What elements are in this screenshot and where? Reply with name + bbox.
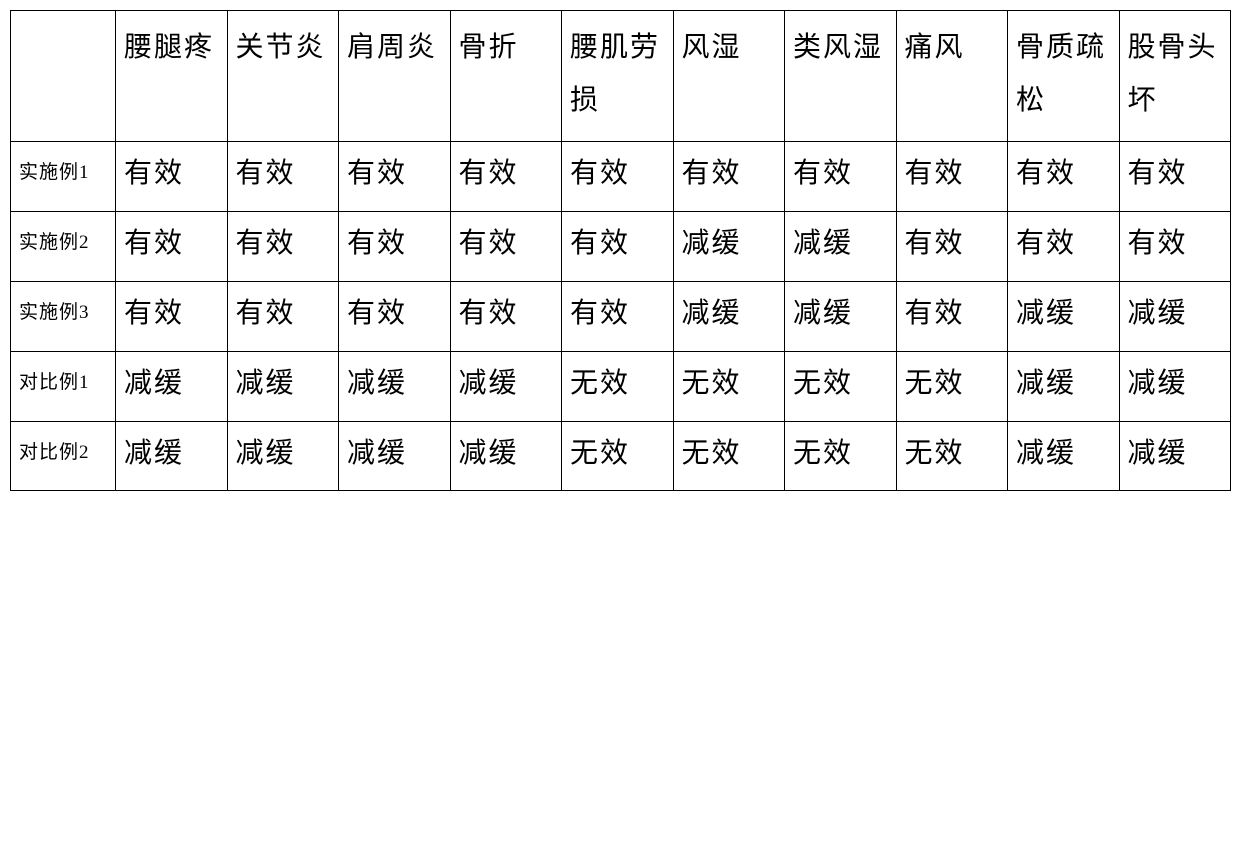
- table-row: 对比例1减缓减缓减缓减缓无效无效无效无效减缓减缓: [11, 351, 1231, 421]
- col-header: 关节炎: [227, 11, 339, 142]
- col-header: 痛风: [896, 11, 1008, 142]
- table-cell: 有效: [450, 142, 562, 212]
- efficacy-table: 腰腿疼 关节炎 肩周炎 骨折 腰肌劳损 风湿 类风湿 痛风 骨质疏松 股骨头坏 …: [10, 10, 1231, 491]
- table-cell: 无效: [785, 421, 897, 491]
- table-cell: 有效: [1119, 142, 1231, 212]
- table-cell: 有效: [562, 281, 674, 351]
- table-cell: 减缓: [1008, 351, 1120, 421]
- table-cell: 无效: [673, 421, 785, 491]
- row-label: 实施例2: [11, 212, 116, 282]
- col-header: 腰腿疼: [116, 11, 228, 142]
- table-cell: 无效: [896, 351, 1008, 421]
- table-header-row: 腰腿疼 关节炎 肩周炎 骨折 腰肌劳损 风湿 类风湿 痛风 骨质疏松 股骨头坏: [11, 11, 1231, 142]
- table-cell: 减缓: [227, 421, 339, 491]
- table-cell: 减缓: [116, 351, 228, 421]
- table-cell: 有效: [339, 212, 451, 282]
- col-header: 股骨头坏: [1119, 11, 1231, 142]
- row-label: 实施例3: [11, 281, 116, 351]
- col-header: 骨折: [450, 11, 562, 142]
- table-cell: 有效: [227, 281, 339, 351]
- table-cell: 减缓: [227, 351, 339, 421]
- table-cell: 有效: [227, 142, 339, 212]
- table-cell: 无效: [562, 421, 674, 491]
- table-cell: 减缓: [1119, 421, 1231, 491]
- table-cell: 减缓: [785, 212, 897, 282]
- table-cell: 减缓: [339, 421, 451, 491]
- table-cell: 有效: [116, 142, 228, 212]
- table-cell: 有效: [227, 212, 339, 282]
- table-cell: 减缓: [673, 281, 785, 351]
- table-cell: 有效: [339, 142, 451, 212]
- table-row: 对比例2减缓减缓减缓减缓无效无效无效无效减缓减缓: [11, 421, 1231, 491]
- table-cell: 有效: [896, 142, 1008, 212]
- table-cell: 有效: [450, 212, 562, 282]
- table-cell: 有效: [450, 281, 562, 351]
- header-empty: [11, 11, 116, 142]
- table-cell: 无效: [673, 351, 785, 421]
- row-label: 实施例1: [11, 142, 116, 212]
- table-row: 实施例3有效有效有效有效有效减缓减缓有效减缓减缓: [11, 281, 1231, 351]
- table-cell: 有效: [339, 281, 451, 351]
- table-cell: 有效: [1008, 212, 1120, 282]
- col-header: 骨质疏松: [1008, 11, 1120, 142]
- table-cell: 有效: [785, 142, 897, 212]
- table-cell: 减缓: [450, 351, 562, 421]
- col-header: 类风湿: [785, 11, 897, 142]
- table-cell: 有效: [896, 281, 1008, 351]
- table-cell: 有效: [562, 212, 674, 282]
- col-header: 腰肌劳损: [562, 11, 674, 142]
- table-cell: 有效: [1119, 212, 1231, 282]
- col-header: 风湿: [673, 11, 785, 142]
- table-cell: 有效: [896, 212, 1008, 282]
- table-cell: 减缓: [339, 351, 451, 421]
- table-row: 实施例1有效有效有效有效有效有效有效有效有效有效: [11, 142, 1231, 212]
- table-cell: 无效: [896, 421, 1008, 491]
- table-cell: 有效: [116, 212, 228, 282]
- table-cell: 有效: [673, 142, 785, 212]
- table-cell: 减缓: [116, 421, 228, 491]
- table-cell: 减缓: [1008, 281, 1120, 351]
- table-body: 实施例1有效有效有效有效有效有效有效有效有效有效实施例2有效有效有效有效有效减缓…: [11, 142, 1231, 491]
- table-cell: 减缓: [1008, 421, 1120, 491]
- row-label: 对比例2: [11, 421, 116, 491]
- table-cell: 减缓: [450, 421, 562, 491]
- table-cell: 无效: [562, 351, 674, 421]
- table-cell: 有效: [562, 142, 674, 212]
- table-cell: 有效: [116, 281, 228, 351]
- table-cell: 有效: [1008, 142, 1120, 212]
- table-cell: 减缓: [1119, 351, 1231, 421]
- table-cell: 减缓: [785, 281, 897, 351]
- row-label: 对比例1: [11, 351, 116, 421]
- table-cell: 无效: [785, 351, 897, 421]
- table-cell: 减缓: [673, 212, 785, 282]
- col-header: 肩周炎: [339, 11, 451, 142]
- table-row: 实施例2有效有效有效有效有效减缓减缓有效有效有效: [11, 212, 1231, 282]
- table-cell: 减缓: [1119, 281, 1231, 351]
